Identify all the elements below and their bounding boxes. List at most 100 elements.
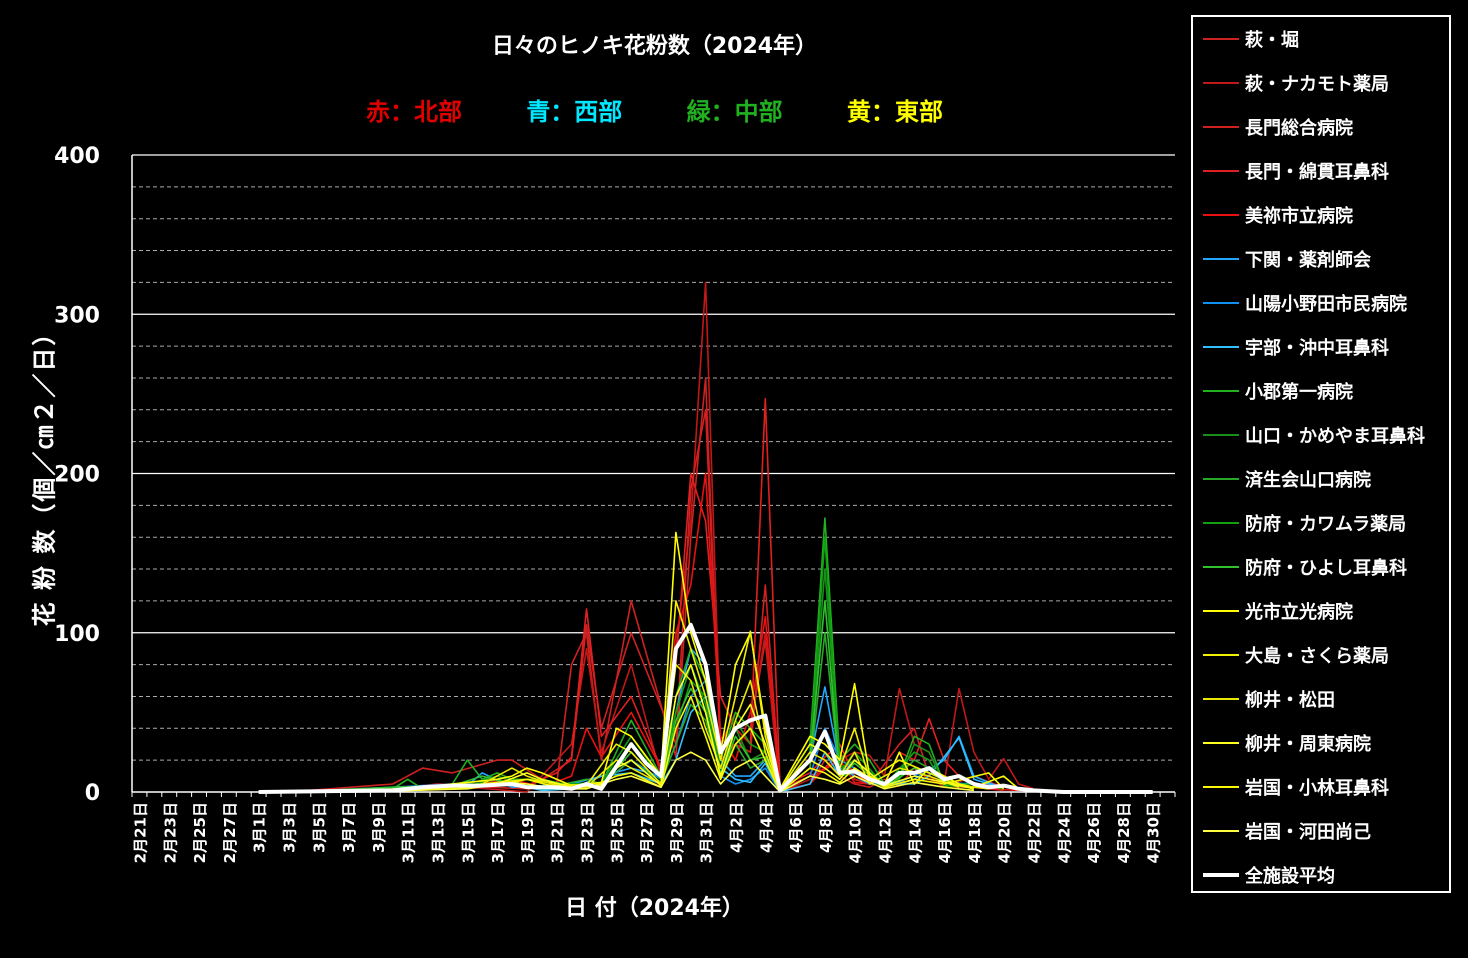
x-tick-label: 4月16日 xyxy=(936,802,954,863)
x-tick-label: 2月21日 xyxy=(131,802,149,863)
legend-swatch xyxy=(1203,566,1239,568)
chart-legend: 萩・堀萩・ナカモト薬局 長門総合病院長門・綿貫耳鼻科美祢市立病院下関・薬剤師会山陽… xyxy=(1191,15,1451,893)
legend-swatch xyxy=(1203,698,1239,700)
series-line xyxy=(273,377,1004,793)
legend-item: 防府・カワムラ薬局 xyxy=(1203,511,1406,535)
legend-item: 萩・堀 xyxy=(1203,27,1299,51)
legend-item: 光市立光病院 xyxy=(1203,599,1353,623)
legend-label: 下関・薬剤師会 xyxy=(1245,250,1371,271)
x-tick-label: 3月27日 xyxy=(638,802,656,863)
legend-item: 全施設平均 xyxy=(1203,863,1335,887)
x-tick-label: 2月27日 xyxy=(221,802,239,863)
region-east-label: 黄：東部 xyxy=(847,98,944,126)
x-tick-label: 3月3日 xyxy=(280,802,298,853)
legend-label: 光市立光病院 xyxy=(1245,602,1353,623)
x-tick-label: 4月26日 xyxy=(1085,802,1103,863)
series-line xyxy=(258,622,1153,794)
legend-swatch xyxy=(1203,38,1239,40)
legend-label: 小郡第一病院 xyxy=(1245,382,1353,403)
y-axis-label: 花 粉 数（個／㎝２／日） xyxy=(30,319,59,627)
legend-swatch xyxy=(1203,214,1239,216)
x-tick-label: 4月18日 xyxy=(966,802,984,863)
x-tick-label: 3月21日 xyxy=(549,802,567,863)
x-tick-label: 2月23日 xyxy=(161,802,179,863)
legend-label: 全施設平均 xyxy=(1245,866,1335,887)
x-tick-label: 4月12日 xyxy=(876,802,894,863)
legend-swatch xyxy=(1203,742,1239,744)
legend-label: 萩・堀 xyxy=(1245,30,1299,51)
legend-swatch xyxy=(1203,434,1239,436)
legend-item: 柳井・松田 xyxy=(1203,687,1335,711)
x-axis-label: 日 付（2024年） xyxy=(565,896,744,921)
legend-item: 済生会山口病院 xyxy=(1203,467,1371,491)
x-tick-label: 3月15日 xyxy=(459,802,477,863)
legend-swatch xyxy=(1203,390,1239,392)
legend-label: 済生会山口病院 xyxy=(1245,470,1371,491)
x-tick-label: 4月28日 xyxy=(1115,802,1133,863)
legend-label: 長門総合病院 xyxy=(1245,118,1353,139)
legend-swatch xyxy=(1203,830,1239,832)
x-tick-label: 2月25日 xyxy=(191,802,209,863)
x-tick-label: 3月5日 xyxy=(310,802,328,853)
legend-swatch xyxy=(1203,126,1239,128)
x-tick-label: 3月29日 xyxy=(668,802,686,863)
legend-label: 萩・ナカモト薬局 xyxy=(1245,74,1389,95)
legend-label: 防府・カワムラ薬局 xyxy=(1245,514,1407,535)
region-central-label: 緑：中部 xyxy=(686,98,783,126)
legend-label: 柳井・周東病院 xyxy=(1245,734,1371,755)
legend-item: 萩・ナカモト薬局 xyxy=(1203,71,1389,95)
series-line xyxy=(288,751,974,793)
x-tick-label: 4月6日 xyxy=(787,802,805,853)
legend-label: 長門・綿貫耳鼻科 xyxy=(1245,162,1389,183)
legend-label: 岩国・河田尚己 xyxy=(1245,822,1371,843)
x-tick-label: 3月19日 xyxy=(519,802,537,863)
region-west-label: 青：西部 xyxy=(526,98,623,126)
x-tick-label: 4月2日 xyxy=(727,802,745,853)
series-line xyxy=(288,600,989,793)
y-tick-label: 200 xyxy=(54,463,100,488)
legend-label: 岩国・小林耳鼻科 xyxy=(1245,778,1389,799)
series-line xyxy=(288,397,1004,793)
x-tick-label: 3月23日 xyxy=(578,802,596,863)
x-tick-label: 3月11日 xyxy=(400,802,418,863)
legend-swatch xyxy=(1203,82,1239,84)
chart-title: 日々のヒノキ花粉数（2024年） xyxy=(491,34,818,59)
legend-swatch xyxy=(1203,170,1239,172)
legend-label: 大島・さくら薬局 xyxy=(1245,646,1389,667)
legend-item: 大島・さくら薬局 xyxy=(1203,643,1389,667)
x-tick-label: 3月17日 xyxy=(489,802,507,863)
legend-label: 宇部・沖中耳鼻科 xyxy=(1245,338,1389,359)
x-tick-label: 4月24日 xyxy=(1055,802,1073,863)
legend-item: 柳井・周東病院 xyxy=(1203,731,1371,755)
x-tick-label: 4月4日 xyxy=(757,802,775,853)
x-tick-label: 4月8日 xyxy=(817,802,835,853)
legend-swatch xyxy=(1203,522,1239,524)
legend-label: 山陽小野田市民病院 xyxy=(1245,294,1407,315)
legend-swatch xyxy=(1203,258,1239,260)
x-tick-label: 4月10日 xyxy=(847,802,865,863)
legend-item: 長門総合病院 xyxy=(1203,115,1353,139)
legend-swatch xyxy=(1203,610,1239,612)
series-line xyxy=(288,663,960,793)
x-tick-label: 4月14日 xyxy=(906,802,924,863)
legend-item: 長門・綿貫耳鼻科 xyxy=(1203,159,1389,183)
legend-swatch xyxy=(1203,654,1239,656)
x-tick-label: 4月22日 xyxy=(1025,802,1043,863)
legend-item: 美祢市立病院 xyxy=(1203,203,1353,227)
legend-item: 岩国・小林耳鼻科 xyxy=(1203,775,1389,799)
y-tick-label: 100 xyxy=(54,622,100,647)
legend-item: 防府・ひよし耳鼻科 xyxy=(1203,555,1407,579)
x-tick-label: 3月9日 xyxy=(370,802,388,853)
legend-swatch xyxy=(1203,786,1239,788)
y-tick-label: 0 xyxy=(85,781,100,806)
region-north-label: 赤：北部 xyxy=(365,98,462,126)
y-tick-label: 300 xyxy=(54,303,100,328)
x-tick-label: 3月7日 xyxy=(340,802,358,853)
legend-label: 防府・ひよし耳鼻科 xyxy=(1245,558,1407,579)
series-line xyxy=(288,663,975,793)
legend-item: 宇部・沖中耳鼻科 xyxy=(1203,335,1389,359)
x-tick-label: 3月25日 xyxy=(608,802,626,863)
legend-swatch xyxy=(1203,478,1239,480)
x-tick-label: 3月13日 xyxy=(429,802,447,863)
